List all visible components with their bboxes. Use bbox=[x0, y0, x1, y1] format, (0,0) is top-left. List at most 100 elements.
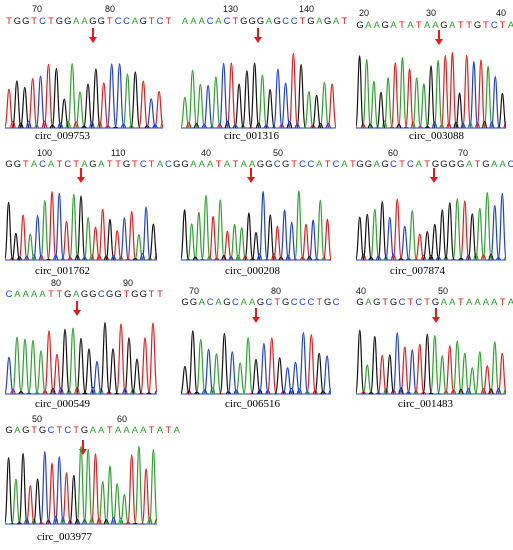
position-marker: 80 bbox=[105, 4, 116, 14]
base-letter: C bbox=[406, 158, 415, 169]
base-sequence: A A ACAC TGGGAGCC TGAGA T bbox=[181, 15, 349, 26]
base-letter: T bbox=[148, 288, 155, 299]
base-letter: A bbox=[265, 15, 273, 26]
base-letter: A bbox=[465, 296, 473, 307]
base-letter: G bbox=[38, 424, 47, 435]
base-letter: A bbox=[491, 158, 498, 169]
base-letter: G bbox=[440, 19, 448, 30]
base-letter: A bbox=[365, 296, 372, 307]
base-letter: A bbox=[365, 19, 372, 30]
sample-label: circ_009753 bbox=[35, 130, 90, 142]
base-letter: A bbox=[72, 288, 80, 299]
chromatogram-trace bbox=[181, 190, 331, 261]
base-letter: G bbox=[356, 296, 365, 307]
base-letter: G bbox=[173, 158, 181, 169]
chromatogram-trace bbox=[181, 330, 331, 395]
base-letter: G bbox=[139, 288, 148, 299]
base-letter: T bbox=[56, 424, 63, 435]
base-letter: A bbox=[215, 15, 223, 26]
base-letter: A bbox=[449, 296, 456, 307]
trace-G bbox=[356, 55, 506, 129]
base-letter: C bbox=[206, 15, 214, 26]
sample-label: circ_006516 bbox=[225, 398, 280, 410]
base-letter: T bbox=[148, 15, 155, 26]
base-letter: C bbox=[97, 288, 106, 299]
position-marker: 70 bbox=[458, 148, 469, 158]
base-letter: G bbox=[114, 288, 123, 299]
base-letter: T bbox=[73, 424, 80, 435]
base-letter: G bbox=[64, 15, 72, 26]
base-letter: T bbox=[424, 158, 431, 169]
base-letter: T bbox=[115, 158, 122, 169]
base-letter: C bbox=[299, 296, 307, 307]
base-letter: A bbox=[131, 424, 139, 435]
base-letter: A bbox=[31, 158, 38, 169]
base-letter: G bbox=[323, 15, 332, 26]
position-marker: 60 bbox=[117, 414, 128, 424]
base-letter: T bbox=[131, 158, 139, 169]
position-marker: 80 bbox=[51, 278, 62, 288]
base-letter: A bbox=[156, 158, 164, 169]
base-letter: T bbox=[291, 158, 298, 169]
base-letter: G bbox=[448, 158, 457, 169]
base-letter: T bbox=[382, 296, 389, 307]
base-letter: A bbox=[449, 19, 456, 30]
trace-G bbox=[181, 330, 326, 395]
base-letter: G bbox=[131, 288, 139, 299]
base-letter: G bbox=[189, 296, 198, 307]
position-marker: 50 bbox=[438, 286, 449, 296]
position-marker: 80 bbox=[271, 286, 282, 296]
base-letter: T bbox=[399, 19, 406, 30]
base-letter: T bbox=[499, 296, 506, 307]
base-letter: T bbox=[232, 158, 239, 169]
base-letter: T bbox=[474, 158, 481, 169]
base-letter: A bbox=[390, 19, 398, 30]
base-letter: A bbox=[131, 15, 139, 26]
base-letter: T bbox=[274, 296, 281, 307]
base-letter: T bbox=[22, 158, 30, 169]
base-letter: T bbox=[31, 15, 38, 26]
trace-C bbox=[375, 332, 502, 395]
chromatogram-panel-6: 60 70 GGAGCTCATGGGGATGAACC circ_007874 bbox=[356, 146, 513, 278]
base-letter: A bbox=[207, 158, 214, 169]
position-marker: 40 bbox=[496, 8, 507, 18]
base-letter: C bbox=[415, 296, 423, 307]
base-letter: G bbox=[64, 288, 72, 299]
base-letter: G bbox=[223, 296, 231, 307]
base-letter: A bbox=[432, 19, 440, 30]
base-sequence: GGACAGCA AGC TGCCC TGC bbox=[181, 296, 340, 307]
base-letter: G bbox=[256, 296, 265, 307]
base-letter: C bbox=[206, 296, 214, 307]
base-letter: T bbox=[457, 19, 464, 30]
position-marker: 100 bbox=[37, 148, 53, 158]
trace-A bbox=[362, 56, 502, 129]
base-letter: G bbox=[97, 15, 106, 26]
base-letter: T bbox=[316, 296, 323, 307]
base-letter: G bbox=[256, 158, 265, 169]
base-letter: G bbox=[381, 158, 390, 169]
base-letter: C bbox=[64, 424, 72, 435]
chromatogram-panel-1: 70 80 TGGT C TGGA AGGT CCAGT C T circ_009753 bbox=[5, 4, 171, 144]
base-letter: G bbox=[5, 158, 14, 169]
base-letter: A bbox=[156, 424, 164, 435]
base-letter: G bbox=[273, 15, 282, 26]
position-marker: 90 bbox=[123, 278, 134, 288]
position-marker: 20 bbox=[359, 8, 370, 18]
base-letter: T bbox=[56, 158, 63, 169]
base-letter: C bbox=[39, 158, 47, 169]
chromatogram-panel-3: 20 30 40 GAAGATATAAGATTGTCTACG circ_0030… bbox=[356, 4, 513, 144]
base-letter: G bbox=[106, 288, 114, 299]
base-letter: A bbox=[215, 296, 223, 307]
sample-label: circ_000208 bbox=[225, 265, 280, 277]
chromatogram-trace bbox=[356, 191, 506, 261]
base-letter: G bbox=[364, 158, 373, 169]
trace-A bbox=[11, 445, 157, 525]
base-letter: A bbox=[407, 19, 414, 30]
base-letter: A bbox=[491, 296, 498, 307]
chromatogram-panel-2: 130 140 A A ACAC TGGGAGCC TGAGA T circ_001316 bbox=[181, 4, 347, 144]
base-letter: C bbox=[307, 296, 315, 307]
position-marker: 40 bbox=[201, 148, 212, 158]
base-letter: A bbox=[123, 424, 130, 435]
sample-label: circ_001483 bbox=[398, 398, 453, 410]
base-letter: A bbox=[198, 158, 206, 169]
